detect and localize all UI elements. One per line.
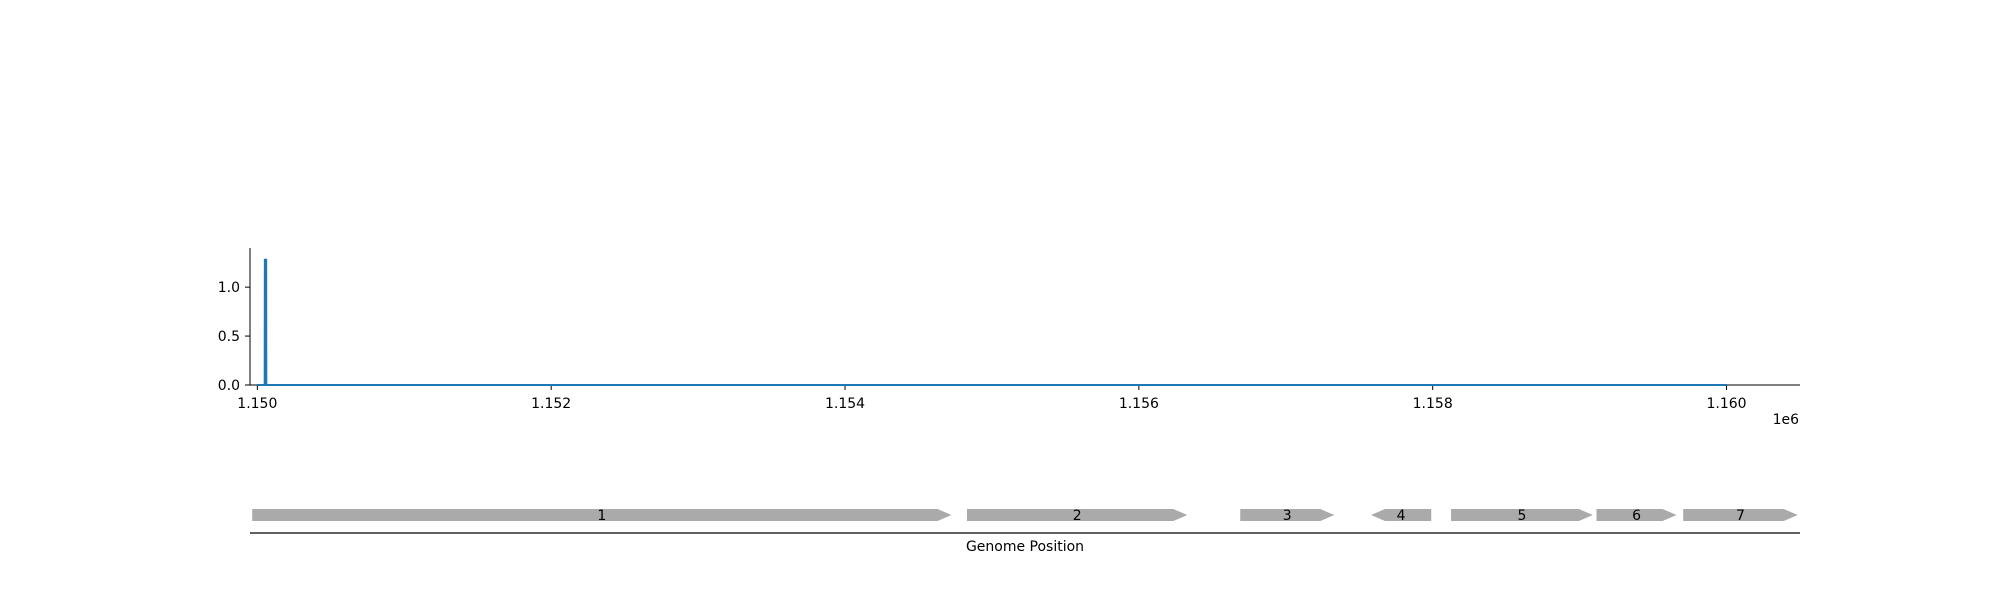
coverage-line-series-1 [257, 258, 1727, 386]
gene-track: 1 2 3 4 5 6 7 [250, 508, 1800, 534]
gene-label-4: 4 [1397, 508, 1406, 524]
gene-arrow-7 [1683, 509, 1798, 521]
gene-arrow-6 [1596, 509, 1677, 521]
gene-arrow-2 [966, 509, 1188, 521]
x-tick-label: 1.154 [825, 396, 865, 412]
gene-label-6: 6 [1632, 508, 1641, 524]
gene-arrow-5 [1451, 509, 1593, 521]
gene-label-3: 3 [1283, 508, 1292, 524]
y-tick-label: 0.0 [218, 378, 240, 394]
gene-arrow-1 [252, 509, 952, 521]
gene-arrow-3 [1240, 509, 1335, 521]
x-tick-label: 1.158 [1413, 396, 1453, 412]
coverage-plot: 0.0 0.5 1.0 1.150 1.152 1.154 1.156 1.158 1.160 [218, 248, 1800, 412]
gene-label-7: 7 [1736, 508, 1745, 524]
y-tick-label: 0.5 [218, 329, 240, 345]
gene-label-1: 1 [597, 508, 606, 524]
x-tick-label: 1.160 [1706, 396, 1746, 412]
y-tick-label: 1.0 [218, 280, 240, 296]
x-tick-label: 1.150 [237, 396, 277, 412]
gene-arrow-4 [1371, 509, 1432, 521]
x-tick-label: 1.152 [531, 396, 571, 412]
gene-label-5: 5 [1517, 508, 1526, 524]
gene-label-2: 2 [1073, 508, 1082, 524]
x-offset-label: 1e6 [1773, 412, 1800, 428]
x-axis-label: Genome Position [966, 539, 1084, 555]
x-tick-label: 1.156 [1119, 396, 1159, 412]
